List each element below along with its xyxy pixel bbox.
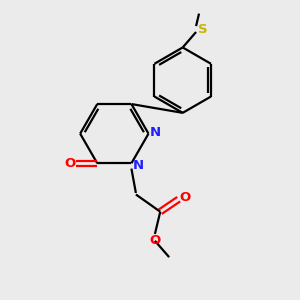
Text: S: S (198, 23, 207, 36)
Text: O: O (179, 191, 190, 204)
Text: N: N (132, 159, 143, 172)
Text: O: O (64, 157, 76, 170)
Text: N: N (149, 126, 161, 139)
Text: O: O (149, 234, 161, 247)
